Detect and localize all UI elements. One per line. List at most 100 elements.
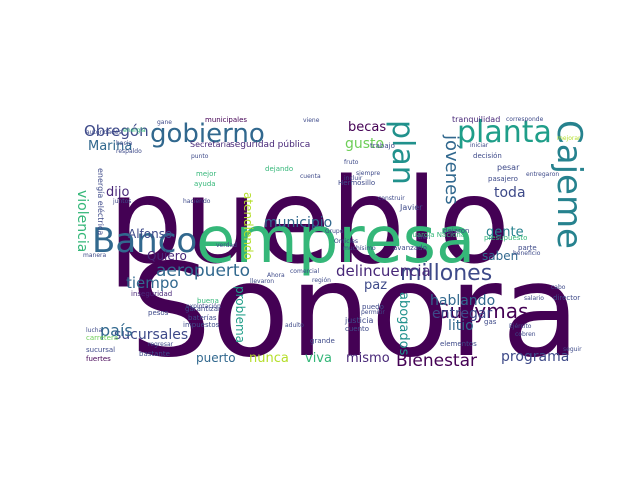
word-obregón: Obregón (84, 122, 149, 140)
word-viene: viene (303, 117, 320, 124)
word-trabajo: trabajo (370, 142, 395, 150)
word-cuento: cuento (345, 325, 369, 333)
word-permitir: permitir (361, 309, 385, 316)
word-fruto: fruto (344, 159, 359, 166)
word-problema: problema (233, 286, 247, 343)
word-bastante: bastante (139, 350, 170, 358)
word-gane: gane (157, 119, 172, 126)
word-grupo: Grupo (325, 228, 344, 235)
word-ayuda: ayuda (194, 180, 216, 188)
word-llevaron: llevaron (250, 278, 274, 285)
word-construir: construir (378, 195, 405, 202)
word-guardia-nacional: Guardia Nacional (407, 231, 467, 239)
word-buena: buena (197, 297, 219, 305)
word-programa: programa (501, 349, 569, 365)
word-dijo: dijo (106, 185, 129, 200)
word-corresponde: corresponde (506, 116, 544, 123)
word-millones: millones (400, 261, 492, 286)
word-plan: plan (385, 120, 420, 185)
word-pasajero: pasajero (488, 175, 518, 183)
word-entregar: entregar (432, 306, 493, 322)
word-quiero: Quiero (147, 249, 187, 263)
word-abogados: abogados (396, 292, 411, 356)
word-pesar: pesar (497, 163, 520, 172)
word-ejército: Ejército (509, 323, 532, 330)
word-jóvenes: jóvenes (441, 134, 462, 205)
word-adulto: adulto (285, 322, 304, 329)
word-avanzado: avanzado (393, 244, 427, 252)
word-manera: manera (83, 252, 106, 259)
word-mejorar: mejorar (557, 135, 581, 142)
word-punto: punto (191, 153, 209, 160)
word-alfonso: Alfonso (128, 227, 172, 241)
word-municipio: municipio (264, 215, 332, 231)
word-banco: Banco (92, 221, 197, 261)
word-haciendo: haciendo (183, 198, 211, 205)
word-puedo: puedo (362, 303, 384, 311)
word-hacia: hacia (116, 140, 132, 147)
word-saben: saben (482, 249, 518, 263)
word-javier: Javier (399, 203, 423, 212)
word-dejaron: dejaron (443, 227, 469, 235)
word-cajeme: Cajeme (549, 120, 589, 249)
word-becas: becas (348, 120, 386, 135)
word-país: país (100, 321, 133, 340)
word-pueblo: pueblo (108, 152, 510, 290)
word-paz: paz (364, 278, 387, 293)
word-carretera: carretera (86, 334, 118, 342)
word-gusto: gusto (345, 136, 384, 152)
word-seguridad-pública: seguridad pública (230, 140, 310, 150)
word-seguir: seguir (563, 346, 582, 353)
word-siempre: siempre (356, 170, 380, 177)
word-autoridades: autoridades (86, 129, 122, 136)
word-iniciar: iniciar (470, 142, 489, 149)
word-elementos: elementos (440, 340, 477, 348)
word-hermosillo: Hermosillo (338, 179, 375, 187)
word-región: región (312, 277, 331, 284)
word-sonora: Sonora (130, 237, 580, 386)
word-delincuencia: delincuencia (336, 262, 431, 280)
word-secretaría: Secretaría (190, 140, 231, 149)
word-hablando: hablando (430, 293, 495, 309)
word-mismo: mismo (346, 351, 390, 366)
word-aeropuerto: aeropuerto (156, 261, 250, 281)
word-gobierno: gobierno (150, 119, 265, 149)
word-bienestar: Bienestar (396, 351, 477, 371)
word-tranquilidad: tranquilidad (452, 115, 500, 124)
word-cobren: cobren (515, 331, 536, 338)
word-beneficio: beneficio (513, 250, 541, 257)
word-baterías: baterías (188, 314, 217, 322)
word-fuertes: fuertes (86, 355, 111, 363)
word-impuestos: impuestos (183, 321, 220, 329)
word-puerto: puerto (196, 351, 236, 365)
word-muchísimo: muchísimo (343, 245, 376, 252)
word-sucursales: sucursales (114, 327, 188, 343)
word-verdad: verdad (216, 242, 237, 249)
word-planta: planta (457, 115, 552, 150)
word-presupuesto: presupuesto (484, 234, 527, 242)
word-tiempo: tiempo (126, 274, 179, 292)
word-juntos: juntos (112, 198, 131, 205)
word-regresar: regresar (148, 341, 174, 348)
word-toda: toda (494, 185, 526, 201)
word-guaymas: Guaymas (434, 299, 528, 323)
word-salario: salario (524, 295, 544, 302)
word-cabo: cabo (551, 284, 566, 291)
word-tren: tren (418, 234, 430, 241)
word-litio: litio (448, 318, 474, 334)
word-garantizar: garantizar (185, 305, 221, 313)
word-pesos: pesos (148, 309, 169, 317)
word-incluir: incluir (344, 175, 363, 182)
word-gas: gas (484, 318, 497, 326)
word-justicia: justicia (344, 316, 373, 325)
word-decisión: decisión (473, 152, 502, 160)
word-mejor: mejor (196, 170, 216, 178)
word-entregaron: entregaron (526, 171, 559, 178)
word-violencia: violencia (74, 190, 90, 252)
word-parte: parte (518, 244, 537, 252)
word-gente: gente (486, 225, 524, 240)
word-grande: grande (310, 337, 335, 345)
word-marina: Marina (88, 139, 132, 154)
word-ahora: Ahora (267, 272, 285, 279)
